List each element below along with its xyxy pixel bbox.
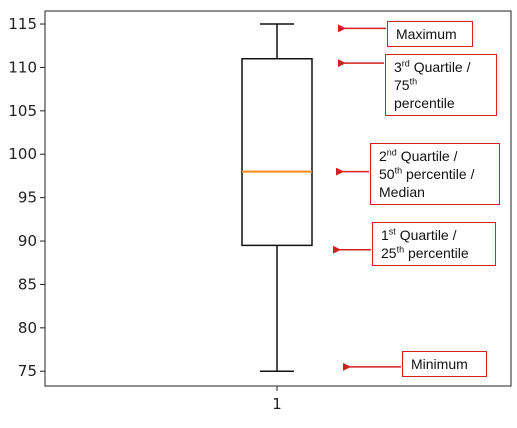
- iqr-box: [241, 57, 313, 247]
- callout-line: 50th percentile /: [379, 165, 491, 183]
- callout-text: 3: [394, 59, 402, 75]
- callout-text: Quartile /: [395, 227, 457, 243]
- callout-line: Median: [379, 183, 491, 201]
- callout-median: 2nd Quartile /50th percentile / Median: [370, 143, 500, 205]
- plot-frame: [44, 10, 512, 387]
- callout-superscript: th: [396, 244, 405, 255]
- y-tick-label: 100: [8, 145, 37, 163]
- callout-line: 2nd Quartile /: [379, 147, 491, 165]
- callout-text: percentile: [404, 245, 469, 261]
- callout-superscript: th: [409, 76, 418, 87]
- callout-line: 75th: [394, 76, 488, 94]
- y-tick-label: 80: [18, 319, 37, 337]
- y-tick-label: 110: [8, 58, 37, 76]
- callout-text: 2: [379, 148, 387, 164]
- callout-superscript: th: [394, 165, 403, 176]
- callout-text: 75: [394, 77, 410, 93]
- callout-q1: 1st Quartile /25th percentile: [372, 222, 496, 266]
- callout-line: 3rd Quartile /: [394, 58, 488, 76]
- y-tick-label: 85: [18, 275, 37, 293]
- x-axis: 1: [272, 386, 282, 413]
- callout-min: Minimum: [402, 351, 487, 377]
- callout-text: percentile /: [402, 166, 475, 182]
- callout-text: percentile: [394, 95, 455, 111]
- callout-line: percentile: [394, 94, 488, 112]
- annotation-arrows: [333, 24, 401, 371]
- callout-text: Median: [379, 184, 425, 200]
- box-plot: [241, 23, 313, 372]
- callout-line: Maximum: [396, 25, 464, 43]
- callout-text: 25: [381, 245, 397, 261]
- callout-text: Quartile /: [409, 59, 471, 75]
- y-tick-label: 90: [18, 232, 37, 250]
- callout-max: Maximum: [387, 21, 473, 47]
- callout-superscript: st: [388, 226, 396, 237]
- callout-superscript: nd: [386, 147, 397, 158]
- y-tick-label: 75: [18, 362, 37, 380]
- callout-text: 1: [381, 227, 389, 243]
- y-tick-label: 115: [8, 15, 37, 33]
- callout-text: Maximum: [396, 26, 457, 42]
- callout-text: Minimum: [411, 356, 468, 372]
- callout-line: 1st Quartile /: [381, 226, 487, 244]
- callout-line: Minimum: [411, 355, 478, 373]
- y-tick-label: 105: [8, 102, 37, 120]
- callout-q3: 3rd Quartile /75th percentile: [385, 54, 497, 116]
- callout-line: 25th percentile: [381, 244, 487, 262]
- callout-text: 50: [379, 166, 395, 182]
- y-tick-label: 95: [18, 189, 37, 207]
- callout-text: Quartile /: [396, 148, 458, 164]
- x-tick-label: 1: [272, 395, 282, 413]
- y-axis: 75 80 85 90 95 100 105 110 115: [8, 15, 45, 380]
- callout-superscript: rd: [401, 58, 410, 69]
